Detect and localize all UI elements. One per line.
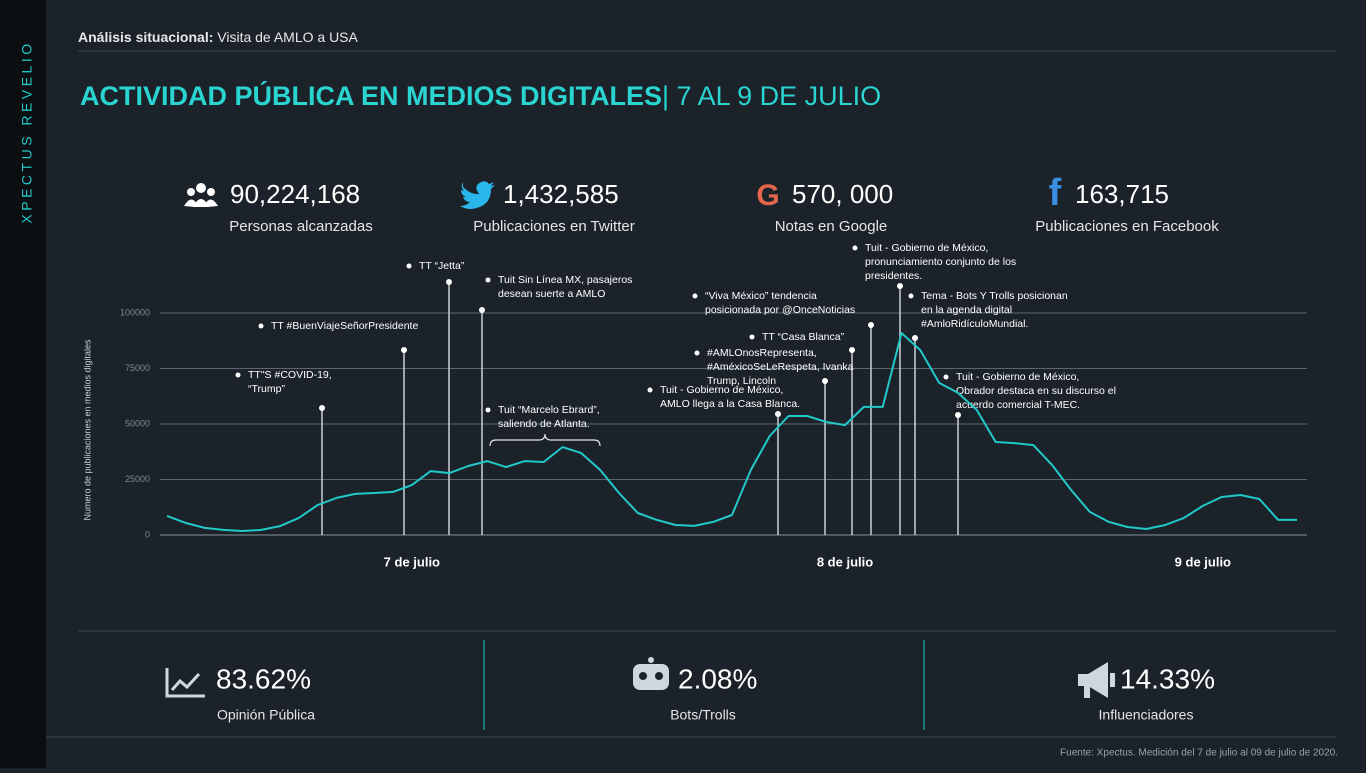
summary-value: 14.33% bbox=[1120, 663, 1215, 694]
stat-value: 163,715 bbox=[1075, 179, 1169, 209]
summary-value: 2.08% bbox=[678, 663, 757, 694]
stat-value: 90,224,168 bbox=[230, 179, 360, 209]
trend-icon bbox=[165, 668, 205, 698]
y-tick-label: 0 bbox=[145, 529, 150, 539]
y-tick-label: 75000 bbox=[125, 363, 150, 373]
annotation-bullet bbox=[694, 350, 700, 356]
brand: XPECTUS REVELIO bbox=[19, 40, 35, 223]
annotation-pin-head bbox=[897, 283, 903, 289]
annotation-text: TT #BuenViajeSeñorPresidente bbox=[271, 320, 418, 332]
header: Análisis situacional: Visita de AMLO a U… bbox=[78, 29, 359, 45]
title-main: ACTIVIDAD PÚBLICA EN MEDIOS DIGITALES bbox=[80, 80, 662, 111]
title-dates: | 7 AL 9 DE JULIO bbox=[662, 81, 881, 111]
annotation-text: TT “Casa Blanca” bbox=[762, 331, 845, 343]
stat-label: Personas alcanzadas bbox=[229, 218, 372, 235]
annotation-text: Obrador destaca en su discurso el bbox=[956, 385, 1116, 397]
annotation-text: Tuit - Gobierno de México, bbox=[956, 371, 1079, 383]
annotation-text: #AmloRidículoMundial. bbox=[921, 318, 1028, 330]
annotation-text: presidentes. bbox=[865, 270, 922, 282]
annotation-text: Tuit “Marcelo Ebrard”, bbox=[498, 404, 600, 416]
annotation-pin-head bbox=[479, 307, 485, 313]
people-icon bbox=[184, 183, 218, 207]
annotation-text: #AMLOnosRepresenta, bbox=[707, 347, 817, 359]
title: ACTIVIDAD PÚBLICA EN MEDIOS DIGITALES| 7… bbox=[80, 80, 881, 111]
annotation-brace bbox=[489, 433, 601, 447]
annotation-pin-head bbox=[955, 412, 961, 418]
annotation-text: AMLO llega a la Casa Blanca. bbox=[660, 398, 800, 410]
annotation-pin-head bbox=[849, 347, 855, 353]
annotation-text: TT “Jetta” bbox=[419, 260, 465, 272]
annotation-pin-head bbox=[912, 335, 918, 341]
facebook-icon: f bbox=[1049, 172, 1062, 214]
annotation-text: Tuit - Gobierno de México, bbox=[660, 384, 783, 396]
annotation-bullet bbox=[943, 374, 949, 380]
annotation-text: pronunciamiento conjunto de los bbox=[865, 256, 1016, 268]
annotation-pin-head bbox=[319, 405, 325, 411]
y-tick-label: 100000 bbox=[120, 307, 150, 317]
summary-label: Influenciadores bbox=[1099, 707, 1194, 723]
x-tick-label: 7 de julio bbox=[384, 554, 440, 569]
annotation-text: Tuit Sin Línea MX, pasajeros bbox=[498, 274, 632, 286]
summary-value: 83.62% bbox=[216, 663, 311, 694]
x-tick-label: 9 de julio bbox=[1175, 554, 1231, 569]
y-tick-label: 25000 bbox=[125, 474, 150, 484]
google-icon: G bbox=[756, 179, 779, 212]
annotation-text: desean suerte a AMLO bbox=[498, 288, 605, 300]
summary-label: Bots/Trolls bbox=[670, 707, 736, 723]
annotation-text: #AméxicoSeLeRespeta, Ivanka bbox=[707, 361, 854, 373]
y-tick-label: 50000 bbox=[125, 418, 150, 428]
summary-label: Opinión Pública bbox=[217, 707, 315, 723]
annotation-bullet bbox=[485, 407, 491, 413]
annotation-bullet bbox=[647, 387, 653, 393]
annotation-text: en la agenda digital bbox=[921, 304, 1012, 316]
annotation-pin-head bbox=[822, 378, 828, 384]
annotation-text: saliendo de Atlanta. bbox=[498, 418, 590, 430]
stat-label: Publicaciones en Twitter bbox=[473, 218, 634, 235]
annotation-bullet bbox=[692, 293, 698, 299]
x-tick-label: 8 de julio bbox=[817, 554, 873, 569]
header-label: Análisis situacional: bbox=[78, 29, 213, 45]
annotation-bullet bbox=[749, 334, 755, 340]
annotation-pin-head bbox=[401, 347, 407, 353]
annotation-bullet bbox=[235, 372, 241, 378]
annotation-text: “Viva México” tendencia bbox=[705, 290, 817, 302]
annotation-text: Tuit - Gobierno de México, bbox=[865, 242, 988, 254]
annotation-pin-head bbox=[868, 322, 874, 328]
annotation-text: “Trump” bbox=[248, 383, 285, 395]
twitter-icon bbox=[460, 181, 495, 209]
annotation-bullet bbox=[908, 293, 914, 299]
megaphone-icon bbox=[1078, 662, 1115, 698]
annotation-bullet bbox=[852, 245, 858, 251]
stat-label: Notas en Google bbox=[775, 218, 888, 235]
annotation-bullet bbox=[258, 323, 264, 329]
y-axis-label: Numero de publicaciones en medios digita… bbox=[82, 339, 92, 521]
annotation-text: acuerdo comercial T-MEC. bbox=[956, 399, 1080, 411]
header-text: Visita de AMLO a USA bbox=[217, 29, 358, 45]
annotation-pin-head bbox=[775, 411, 781, 417]
annotation-bullet bbox=[485, 277, 491, 283]
annotation-text: TT"S #COVID-19, bbox=[248, 369, 332, 381]
annotation-text: Tema - Bots Y Trolls posicionan bbox=[921, 290, 1068, 302]
annotation-bullet bbox=[406, 263, 412, 269]
annotation-pin-head bbox=[446, 279, 452, 285]
robot-icon bbox=[633, 657, 669, 690]
stat-value: 1,432,585 bbox=[503, 179, 619, 209]
footer-source: Fuente: Xpectus. Medición del 7 de julio… bbox=[1060, 748, 1338, 759]
sidebar bbox=[0, 0, 46, 768]
data-line bbox=[166, 332, 1297, 532]
stat-value: 570, 000 bbox=[792, 179, 893, 209]
annotation-text: Trump, Lincoln bbox=[707, 375, 776, 387]
stat-label: Publicaciones en Facebook bbox=[1035, 218, 1219, 235]
annotation-text: posicionada por @OnceNoticias bbox=[705, 304, 855, 316]
